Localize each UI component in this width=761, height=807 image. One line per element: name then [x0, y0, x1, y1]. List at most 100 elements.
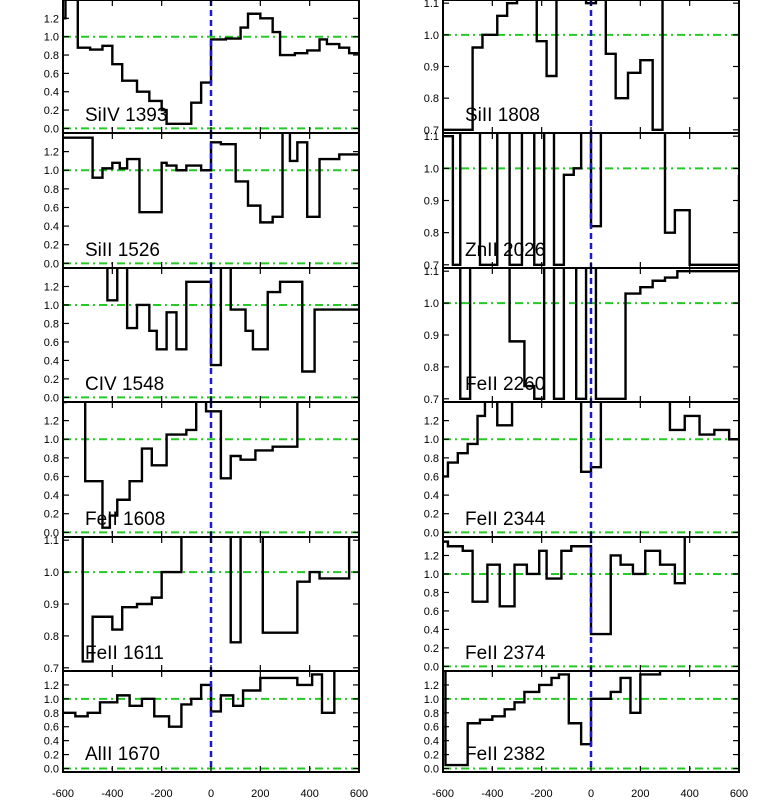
- y-tick-label: 0.4: [424, 490, 439, 502]
- y-tick-label: 1.2: [44, 416, 59, 428]
- panel-feii-2344: 0.0 0.2 0.4 0.6 0.8 1.0 1.2 FeII 2344: [424, 401, 740, 539]
- y-tick-label: 0.4: [44, 736, 59, 748]
- x-tick-label: -400: [481, 788, 503, 800]
- y-tick-label: 1.1: [44, 535, 59, 547]
- panel-label: FeII 2260: [465, 374, 545, 395]
- y-tick-label: 0.8: [424, 93, 439, 105]
- y-tick-label: 0.7: [424, 125, 439, 137]
- y-tick-label: 0.7: [424, 394, 439, 406]
- y-tick-label: 0.8: [424, 587, 439, 599]
- y-tick-label: 0.0: [44, 392, 59, 404]
- y-tick-label: 1.2: [44, 147, 59, 159]
- spectrum-line: [63, 402, 299, 529]
- y-tick-label: 0.7: [44, 663, 59, 675]
- panel-label: CIV 1548: [85, 374, 164, 395]
- panel-feii-2374: 0.0 0.2 0.4 0.6 0.8 1.0 1.2 FeII 2374: [424, 536, 740, 673]
- y-tick-label: 1.0: [424, 163, 439, 175]
- x-tick-label: 400: [680, 788, 698, 800]
- y-tick-label: 1.1: [424, 266, 439, 278]
- y-tick-label: 0.6: [424, 606, 439, 618]
- y-tick-label: 0.6: [424, 722, 439, 734]
- y-tick-label: 1.1: [424, 131, 439, 143]
- y-tick-label: 0.2: [44, 240, 59, 252]
- y-tick-label: 0.0: [44, 527, 59, 539]
- y-tick-label: 0.0: [44, 123, 59, 135]
- y-tick-label: 1.2: [424, 680, 439, 692]
- y-tick-label: 0.8: [44, 453, 59, 465]
- panel-label: AlII 1670: [85, 744, 160, 765]
- y-tick-label: 0.6: [44, 202, 59, 214]
- y-tick-label: 0.6: [44, 471, 59, 483]
- x-tick-label: 200: [631, 788, 649, 800]
- y-tick-label: 0.4: [424, 736, 439, 748]
- panel-label: FeII 1611: [85, 643, 164, 664]
- panel-alii-1670: 0.0 0.2 0.4 0.6 0.8 1.0 1.2 AlII 1670: [44, 670, 360, 776]
- y-tick-label: 0.0: [424, 527, 439, 539]
- y-tick-label: 0.4: [424, 624, 439, 636]
- panel-feii-1608: 0.0 0.2 0.4 0.6 0.8 1.0 1.2 FeII 1608: [44, 401, 360, 539]
- y-tick-label: 1.0: [44, 434, 59, 446]
- y-tick-label: 1.0: [44, 165, 59, 177]
- x-tick-label: 400: [300, 788, 318, 800]
- y-tick-label: 0.0: [44, 764, 59, 776]
- y-tick-label: 1.2: [424, 550, 439, 562]
- panel-feii-2382: 0.0 0.2 0.4 0.6 0.8 1.0 1.2 FeII 2382: [424, 670, 740, 776]
- spectrum-line: [444, 671, 662, 767]
- y-tick-label: 0.9: [424, 196, 439, 208]
- panel-label: SiII 1526: [85, 240, 160, 261]
- y-tick-label: 0.4: [44, 490, 59, 502]
- y-tick-label: 0.2: [424, 643, 439, 655]
- y-tick-label: 0.6: [424, 471, 439, 483]
- y-tick-label: 1.0: [44, 300, 59, 312]
- y-tick-label: 0.2: [44, 374, 59, 386]
- x-tick-label: -200: [151, 788, 173, 800]
- y-tick-label: 0.7: [424, 260, 439, 272]
- x-tick-label: 600: [730, 788, 748, 800]
- x-tick-label: 600: [350, 788, 368, 800]
- panel-siii-1808: 0.7 0.8 0.9 1.0 1.1 SiII 1808: [424, 0, 740, 137]
- y-tick-label: 0.2: [44, 750, 59, 762]
- y-tick-label: 0.8: [424, 228, 439, 240]
- y-tick-label: 0.0: [44, 258, 59, 270]
- y-tick-label: 0.8: [424, 708, 439, 720]
- y-tick-label: 0.8: [44, 708, 59, 720]
- y-tick-label: 1.2: [44, 13, 59, 25]
- panel-znii-2026: 0.7 0.8 0.9 1.0 1.1 ZnII 2026: [424, 131, 740, 272]
- y-tick-label: 0.2: [44, 105, 59, 117]
- panel-label: FeII 2344: [465, 509, 546, 530]
- y-tick-label: 1.0: [424, 694, 439, 706]
- panel-label: SiII 1808: [465, 105, 540, 126]
- x-tick-label: 200: [251, 788, 269, 800]
- panel-feii-2260: 0.7 0.8 0.9 1.0 1.1 FeII 2260: [424, 266, 740, 406]
- y-tick-label: 0.0: [424, 764, 439, 776]
- y-tick-label: 1.0: [44, 567, 59, 579]
- y-tick-label: 0.2: [44, 509, 59, 521]
- y-tick-label: 0.9: [424, 330, 439, 342]
- panel-civ-1548: 0.0 0.2 0.4 0.6 0.8 1.0 1.2 CIV 1548: [44, 267, 360, 404]
- panel-label: FeII 1608: [85, 509, 165, 530]
- spectrum-line: [443, 133, 739, 266]
- x-tick-label: 0: [588, 788, 594, 800]
- y-tick-label: 0.6: [44, 337, 59, 349]
- y-tick-label: 0.8: [44, 318, 59, 330]
- panel-siiv-1393: 0.0 0.2 0.4 0.6 0.8 1.0 1.2 SiIV 1393: [44, 0, 360, 135]
- spectrum-line: [443, 537, 686, 636]
- spectrum-line: [443, 0, 664, 132]
- y-tick-label: 0.4: [44, 355, 59, 367]
- y-tick-label: 0.2: [424, 509, 439, 521]
- panel-label: ZnII 2026: [465, 240, 545, 261]
- y-tick-label: 0.8: [44, 184, 59, 196]
- x-tick-label: -200: [531, 788, 553, 800]
- spectrum-line: [443, 402, 739, 478]
- y-tick-label: 0.8: [44, 631, 59, 643]
- x-tick-label: 0: [208, 788, 214, 800]
- y-tick-label: 1.0: [44, 32, 59, 44]
- y-tick-label: 0.6: [44, 68, 59, 80]
- y-tick-label: 1.0: [44, 694, 59, 706]
- panel-label: FeII 2382: [465, 744, 545, 765]
- y-tick-label: 0.4: [44, 221, 59, 233]
- panel-label: FeII 2374: [465, 643, 546, 664]
- y-tick-label: 0.2: [424, 750, 439, 762]
